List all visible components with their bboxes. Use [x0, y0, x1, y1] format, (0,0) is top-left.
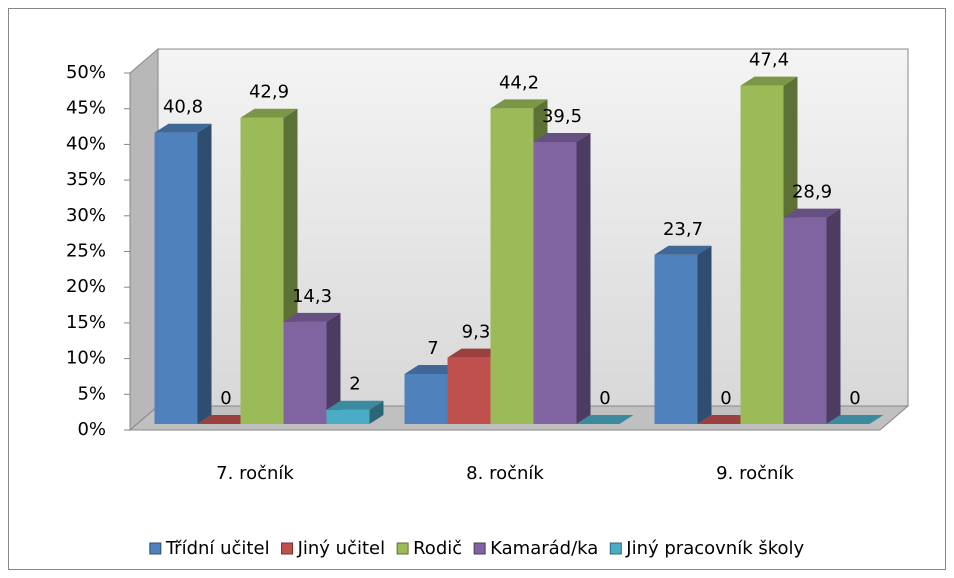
bar	[533, 132, 591, 424]
bar-top	[447, 348, 505, 358]
value-label: 23,7	[663, 219, 703, 240]
x-tick-label: 9. ročník	[716, 463, 794, 484]
bar-front	[740, 85, 784, 425]
bar-front	[490, 108, 534, 425]
bar-side	[369, 400, 384, 424]
bar	[826, 415, 884, 424]
bar-top	[654, 245, 712, 255]
legend: Třídní učitel Jiný učitel Rodič Kamarád/ka J…	[149, 538, 805, 559]
bar-front	[447, 357, 491, 424]
bar-top	[783, 208, 841, 218]
bar-front	[326, 409, 370, 424]
legend-label: Třídní učitel	[165, 538, 270, 559]
bar-front	[154, 132, 198, 425]
bar-top	[490, 99, 548, 109]
bar-top	[283, 312, 341, 322]
bar	[697, 415, 755, 424]
bar	[326, 400, 384, 424]
bar-side	[576, 132, 591, 424]
value-label: 14,3	[292, 286, 332, 307]
bar-top	[197, 415, 255, 424]
value-label: 0	[720, 388, 731, 409]
bar-top	[740, 76, 798, 86]
side-wall	[129, 47, 159, 432]
bar-side	[826, 208, 841, 424]
y-tick-label: 45%	[66, 98, 106, 119]
bar-front	[654, 254, 698, 424]
bar-front	[240, 117, 284, 424]
bar-top	[533, 132, 591, 142]
legend-swatch	[149, 542, 162, 555]
value-label: 0	[220, 388, 231, 409]
value-label: 40,8	[163, 97, 203, 118]
bar-front	[533, 141, 577, 424]
y-tick-label: 20%	[66, 276, 106, 297]
bar-front	[283, 321, 327, 424]
bar-top	[826, 415, 884, 424]
y-tick-label: 10%	[66, 348, 106, 369]
value-label: 47,4	[749, 50, 789, 71]
y-tick-label: 25%	[66, 241, 106, 262]
bar-top	[154, 123, 212, 133]
y-tick-label: 50%	[66, 62, 106, 83]
bar	[654, 245, 712, 424]
y-tick-label: 40%	[66, 133, 106, 154]
legend-swatch	[473, 542, 486, 555]
value-label: 44,2	[499, 72, 539, 93]
bar	[783, 208, 841, 424]
value-label: 2	[349, 374, 360, 395]
value-label: 39,5	[542, 106, 582, 127]
bar-top	[326, 400, 384, 410]
bar-side	[326, 312, 341, 424]
legend-label: Kamarád/ka	[490, 538, 598, 559]
legend-swatch	[396, 542, 409, 555]
legend-label: Rodič	[413, 538, 462, 559]
bar-side	[697, 245, 712, 424]
bar-front	[783, 217, 827, 424]
bar	[283, 312, 341, 424]
bar-side	[197, 123, 212, 425]
value-label: 42,9	[249, 82, 289, 103]
value-label: 0	[849, 388, 860, 409]
legend-swatch	[609, 542, 622, 555]
x-tick-label: 8. ročník	[466, 463, 544, 484]
y-tick-label: 5%	[77, 383, 106, 404]
y-tick-label: 15%	[66, 312, 106, 333]
bar-front	[404, 374, 448, 424]
legend-swatch	[281, 542, 294, 555]
value-label: 7	[427, 338, 438, 359]
y-tick-label: 30%	[66, 205, 106, 226]
bar-top	[576, 415, 634, 424]
bar	[197, 415, 255, 424]
value-label: 0	[599, 388, 610, 409]
legend-label: Jiný učitel	[297, 538, 386, 559]
bar-top	[240, 108, 298, 118]
value-label: 28,9	[792, 182, 832, 203]
legend-label: Jiný pracovník školy	[625, 538, 804, 559]
bar	[154, 123, 212, 425]
y-tick-label: 0%	[77, 419, 106, 440]
bar-top	[697, 415, 755, 424]
bar-top	[404, 365, 462, 375]
y-tick-label: 35%	[66, 169, 106, 190]
bar	[240, 108, 298, 424]
x-tick-label: 7. ročník	[216, 463, 294, 484]
value-label: 9,3	[462, 322, 491, 343]
bar	[576, 415, 634, 424]
